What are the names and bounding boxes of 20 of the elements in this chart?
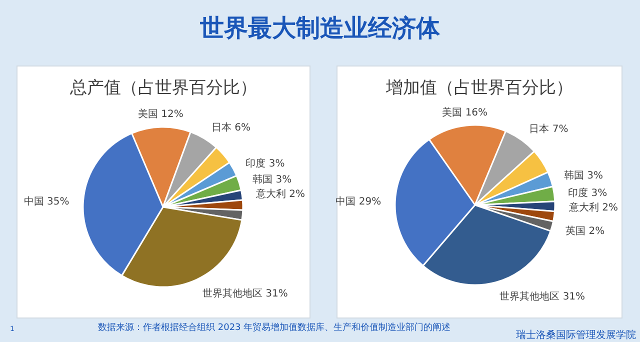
slice-label: 世界其他地区 31%	[202, 287, 288, 300]
slice-label: 意大利 2%	[568, 202, 618, 214]
slice-label: 日本 6%	[211, 121, 250, 134]
slice-label: 韩国 3%	[564, 170, 604, 182]
slice-label: 美国 16%	[442, 106, 488, 119]
slice-label: 英国 2%	[566, 224, 605, 237]
slice-label: 韩国 3%	[252, 174, 292, 186]
source-note: 数据来源：作者根据经合组织 2023 年贸易增加值数据库、生产和价值制造业部门的阐述	[98, 322, 451, 333]
slice-label: 日本 7%	[529, 123, 568, 136]
chart-title: 增加值（占世界百分比）	[385, 78, 573, 98]
slice-label: 印度 3%	[246, 157, 285, 170]
slice-label: 美国 12%	[138, 108, 184, 120]
slice-label: 印度 3%	[568, 186, 608, 199]
text: 世界最大制造业经济体	[199, 14, 441, 42]
slice-label: 中国 29%	[336, 195, 382, 208]
slice-label: 中国 35%	[24, 195, 70, 208]
slice-label: 意大利 2%	[254, 188, 305, 200]
chart-title: 总产值（占世界百分比）	[69, 78, 257, 98]
slice-label: 世界其他地区 31%	[500, 290, 586, 303]
text: 瑞士洛桑国际管理发展学院	[516, 329, 636, 341]
